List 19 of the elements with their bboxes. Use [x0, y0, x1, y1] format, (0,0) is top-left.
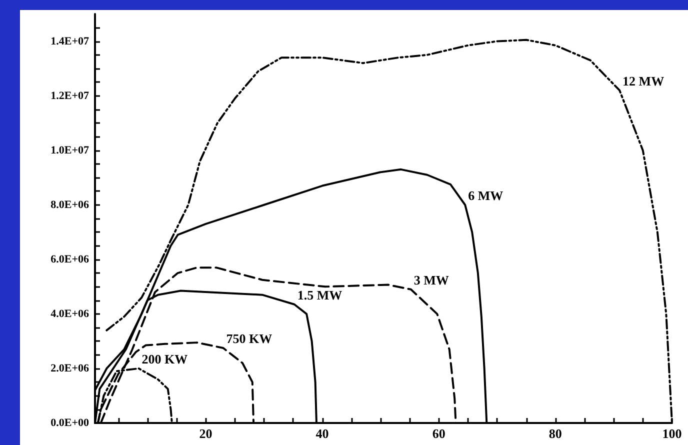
y-tick-label: 8.0E+06	[50, 198, 90, 211]
x-tick-label: 40	[316, 426, 329, 441]
series-label: 1.5 MW	[297, 287, 342, 302]
y-tick-label: 1.4E+07	[50, 35, 90, 48]
series-label: 12 MW	[622, 73, 664, 88]
series-label: 6 MW	[468, 188, 504, 203]
y-tick-label: 1.2E+07	[50, 90, 90, 102]
y-tick-label: 1.0E+07	[50, 144, 90, 156]
x-tick-label: 20	[199, 426, 212, 441]
y-tick-label: 2.0E+06	[50, 362, 90, 374]
series-label: 200 KW	[142, 351, 188, 366]
x-tick-label: 100	[662, 426, 682, 441]
x-tick-label: 60	[432, 426, 446, 441]
x-tick-label: 80	[548, 426, 562, 441]
y-tick-label: 4.0E+06	[50, 308, 90, 320]
series-label: 750 KW	[226, 331, 272, 346]
y-tick-label: 6.0E+06	[50, 253, 90, 266]
series-label: 3 MW	[414, 272, 449, 288]
y-tick-label: 0.0E+00	[50, 417, 90, 429]
